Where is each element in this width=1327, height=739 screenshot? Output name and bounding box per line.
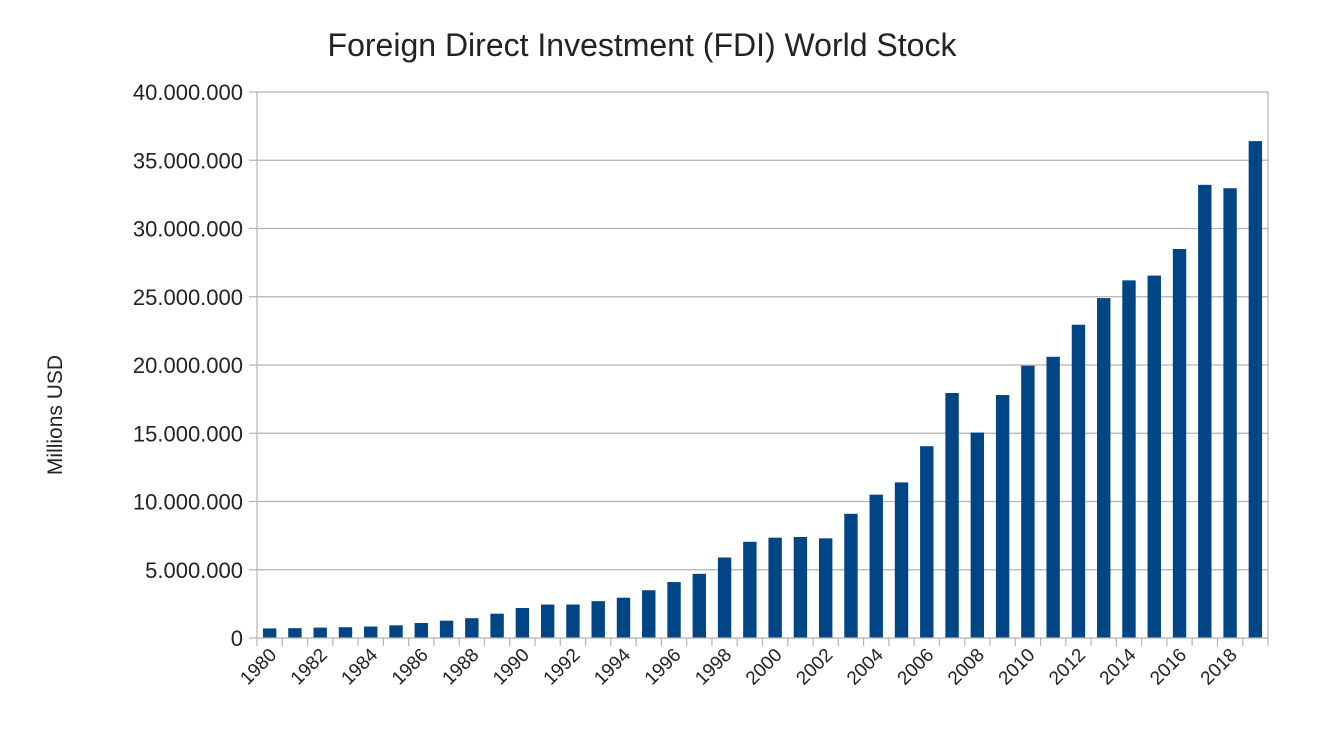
- bar: [313, 627, 327, 638]
- bar: [818, 538, 833, 638]
- y-tick-label: 35.000.000: [133, 148, 243, 173]
- y-tick-label: 30.000.000: [133, 217, 243, 242]
- x-tick-label: 1992: [540, 645, 585, 690]
- bar: [844, 513, 858, 638]
- bar: [262, 628, 277, 638]
- gridlines: [257, 91, 1268, 571]
- bar: [414, 622, 428, 638]
- bar: [1248, 141, 1263, 638]
- bar: [490, 613, 504, 638]
- x-tick-label: 2010: [995, 645, 1040, 690]
- x-tick-label: 2016: [1146, 645, 1191, 690]
- y-tick-label: 20.000.000: [133, 353, 243, 378]
- bar: [667, 582, 681, 638]
- chart-title: Foreign Direct Investment (FDI) World St…: [328, 27, 958, 63]
- y-axis-ticks: 0 5.000.000 10.000.000 15.000.000 20.000.000…: [133, 80, 257, 651]
- bar: [945, 392, 959, 638]
- y-axis-label: Millions USD: [44, 355, 67, 475]
- x-tick-label: 1994: [590, 644, 635, 689]
- bars: [262, 141, 1263, 639]
- bar: [743, 541, 757, 638]
- bar: [642, 590, 656, 638]
- x-axis-ticks: 1980 1982 1984 1986 1988 1990 1992 1994 1996 1998…: [236, 638, 1269, 690]
- y-tick-label: 15.000.000: [133, 421, 243, 446]
- bar: [364, 626, 378, 638]
- bar: [692, 573, 707, 638]
- y-tick-label: 40.000.000: [133, 80, 243, 105]
- y-tick-label: 25.000.000: [133, 285, 243, 310]
- bar: [869, 494, 883, 638]
- bar: [338, 627, 353, 638]
- x-tick-label: 2014: [1096, 644, 1141, 689]
- bar: [1147, 275, 1161, 638]
- bar: [591, 601, 605, 638]
- y-tick-label: 0: [231, 626, 243, 651]
- bar: [515, 607, 530, 638]
- x-tick-label: 1998: [691, 645, 736, 690]
- x-tick-label: 1980: [236, 645, 281, 690]
- bar: [1198, 184, 1212, 638]
- bar: [793, 536, 808, 638]
- bar: [616, 597, 631, 638]
- bar: [970, 432, 985, 638]
- y-tick-label: 10.000.000: [133, 490, 243, 515]
- x-tick-label: 2004: [843, 644, 888, 689]
- bar: [1046, 356, 1060, 638]
- bar: [389, 625, 403, 638]
- bar: [1223, 188, 1237, 639]
- x-tick-label: 2006: [894, 645, 939, 690]
- x-tick-label: 1986: [388, 645, 433, 690]
- x-tick-label: 1990: [489, 645, 534, 690]
- bar: [768, 537, 782, 638]
- bar: [1122, 280, 1136, 638]
- x-tick-label: 2008: [944, 645, 989, 690]
- bar: [920, 446, 934, 638]
- x-tick-label: 1982: [287, 645, 332, 690]
- bar: [566, 604, 580, 638]
- bar: [1172, 248, 1187, 638]
- bar: [1021, 365, 1035, 638]
- x-tick-label: 2002: [792, 645, 837, 690]
- x-tick-label: 1984: [338, 644, 383, 689]
- bar: [717, 557, 732, 638]
- bar: [288, 628, 302, 638]
- x-tick-label: 2018: [1197, 645, 1242, 690]
- x-tick-label: 2000: [742, 645, 787, 690]
- y-tick-label: 5.000.000: [145, 558, 243, 583]
- bar: [995, 395, 1010, 638]
- bar: [1071, 324, 1086, 638]
- bar: [465, 618, 479, 638]
- x-tick-label: 1988: [439, 645, 484, 690]
- x-tick-label: 1996: [641, 645, 686, 690]
- bar: [540, 604, 555, 638]
- bar: [1097, 298, 1111, 638]
- bar: [894, 482, 909, 638]
- x-tick-label: 2012: [1045, 645, 1090, 690]
- bar: [439, 620, 454, 638]
